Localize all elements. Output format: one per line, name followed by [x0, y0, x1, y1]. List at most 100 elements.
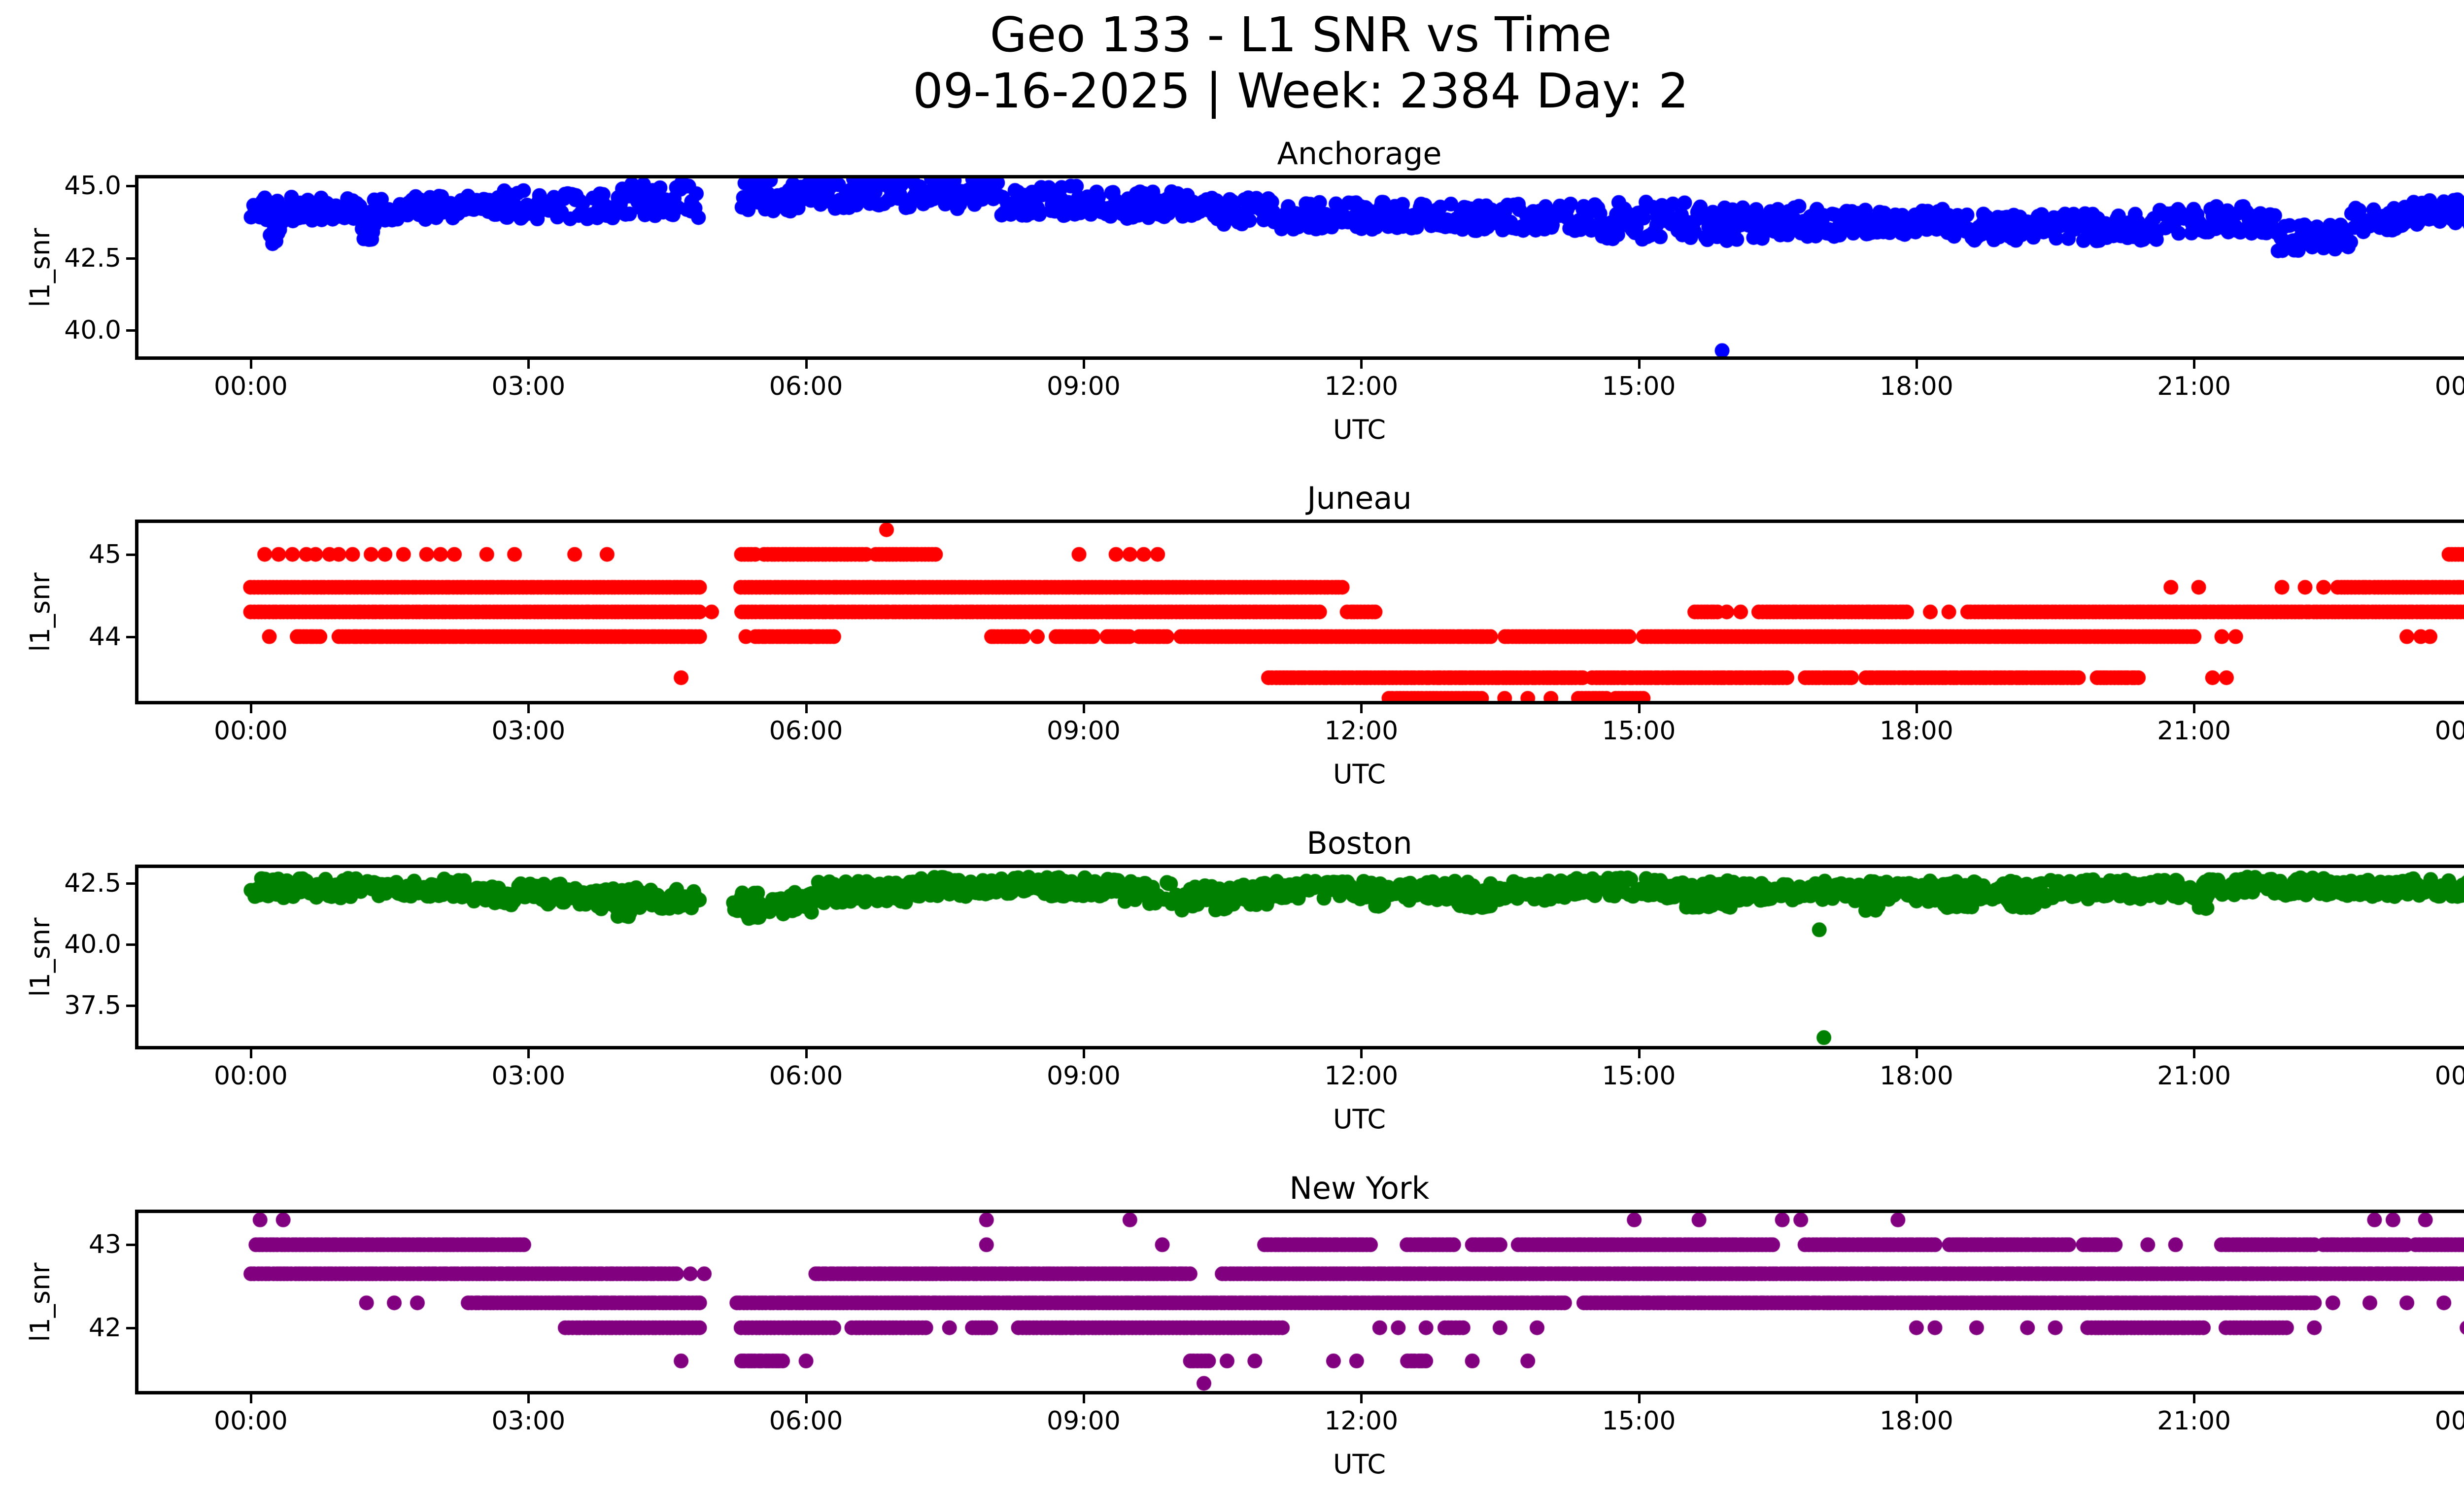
figure-title-line1: Geo 133 - L1 SNR vs Time — [990, 7, 1612, 63]
boston-xtick-label: 15:00 — [1602, 1061, 1676, 1091]
anchorage-xtick-label: 06:00 — [769, 372, 843, 401]
new-york-ytick-label: 43 — [88, 1230, 121, 1260]
boston-xtick-mark — [527, 1049, 530, 1058]
figure-title-line2: 09-16-2025 | Week: 2384 Day: 2 — [913, 63, 1689, 119]
anchorage-ytick-mark — [126, 185, 135, 188]
juneau-xtick-mark — [1638, 704, 1641, 713]
boston-xtick-mark — [1082, 1049, 1085, 1058]
juneau-xtick-mark — [1082, 704, 1085, 713]
boston-xtick-mark — [1638, 1049, 1641, 1058]
juneau-xtick-label: 03:00 — [491, 716, 566, 746]
anchorage-xtick-label: 21:00 — [2157, 372, 2231, 401]
boston-ytick-mark — [126, 1005, 135, 1008]
anchorage-xtick-label: 03:00 — [491, 372, 566, 401]
new-york-xtick-label: 00:00 — [214, 1406, 288, 1436]
new-york-xtick-label: 18:00 — [1879, 1406, 1953, 1436]
boston-ytick-label: 37.5 — [64, 991, 121, 1021]
subplot-title-juneau: Juneau — [1307, 480, 1412, 516]
anchorage-ytick-label: 42.5 — [64, 243, 121, 273]
juneau-xtick-mark — [249, 704, 252, 713]
new-york-xtick-label: 06:00 — [769, 1406, 843, 1436]
new-york-xtick-mark — [1082, 1394, 1085, 1403]
new-york-xtick-label: 09:00 — [1046, 1406, 1121, 1436]
juneau-plot-canvas — [137, 522, 2464, 702]
juneau-ytick-label: 45 — [88, 539, 121, 569]
juneau-xtick-label: 12:00 — [1324, 716, 1399, 746]
boston-xtick-mark — [2193, 1049, 2196, 1058]
anchorage-ytick-mark — [126, 329, 135, 332]
boston-xtick-mark — [1360, 1049, 1363, 1058]
new-york-xtick-mark — [249, 1394, 252, 1403]
juneau-xtick-mark — [1915, 704, 1918, 713]
boston-xtick-label: 00:00 — [214, 1061, 288, 1091]
anchorage-xtick-mark — [1082, 360, 1085, 369]
anchorage-xtick-label: 12:00 — [1324, 372, 1399, 401]
new-york-xtick-label: 00:00 — [2434, 1406, 2464, 1436]
boston-xtick-label: 03:00 — [491, 1061, 566, 1091]
anchorage-xtick-mark — [1360, 360, 1363, 369]
anchorage-xtick-label: 00:00 — [214, 372, 288, 401]
anchorage-ytick-label: 40.0 — [64, 315, 121, 346]
new-york-xtick-mark — [527, 1394, 530, 1403]
anchorage-xtick-mark — [1638, 360, 1641, 369]
anchorage-xtick-mark — [527, 360, 530, 369]
anchorage-ytick-label: 45.0 — [64, 171, 121, 201]
boston-ytick-label: 40.0 — [64, 930, 121, 960]
juneau-xtick-label: 18:00 — [1879, 716, 1953, 746]
boston-xaxis-label: UTC — [1333, 1104, 1386, 1135]
anchorage-xtick-mark — [805, 360, 808, 369]
anchorage-xtick-mark — [1915, 360, 1918, 369]
new-york-yaxis-label: l1_snr — [25, 1262, 56, 1342]
boston-ytick-label: 42.5 — [64, 868, 121, 898]
anchorage-xtick-mark — [249, 360, 252, 369]
juneau-yaxis-label: l1_snr — [25, 572, 56, 652]
boston-yaxis-label: l1_snr — [25, 917, 56, 997]
new-york-xtick-mark — [805, 1394, 808, 1403]
juneau-xtick-mark — [1360, 704, 1363, 713]
juneau-xtick-mark — [527, 704, 530, 713]
new-york-xtick-label: 03:00 — [491, 1406, 566, 1436]
boston-xtick-label: 09:00 — [1046, 1061, 1121, 1091]
boston-xtick-mark — [249, 1049, 252, 1058]
new-york-ytick-mark — [126, 1244, 135, 1247]
juneau-ytick-label: 44 — [88, 622, 121, 652]
new-york-ytick-mark — [126, 1326, 135, 1329]
juneau-xtick-label: 21:00 — [2157, 716, 2231, 746]
new-york-xaxis-label: UTC — [1333, 1449, 1386, 1480]
new-york-xtick-mark — [1360, 1394, 1363, 1403]
anchorage-xtick-label: 18:00 — [1879, 372, 1953, 401]
anchorage-yaxis-label: l1_snr — [25, 228, 56, 307]
anchorage-xtick-label: 00:00 — [2434, 372, 2464, 401]
juneau-xtick-label: 15:00 — [1602, 716, 1676, 746]
new-york-xtick-label: 21:00 — [2157, 1406, 2231, 1436]
boston-xtick-label: 18:00 — [1879, 1061, 1953, 1091]
new-york-xtick-mark — [2193, 1394, 2196, 1403]
boston-ytick-mark — [126, 882, 135, 885]
boston-xtick-mark — [805, 1049, 808, 1058]
new-york-xtick-label: 15:00 — [1602, 1406, 1676, 1436]
new-york-xtick-label: 12:00 — [1324, 1406, 1399, 1436]
subplot-title-anchorage: Anchorage — [1277, 136, 1442, 172]
anchorage-xaxis-label: UTC — [1333, 414, 1386, 445]
boston-xtick-label: 06:00 — [769, 1061, 843, 1091]
boston-xtick-label: 12:00 — [1324, 1061, 1399, 1091]
anchorage-ytick-mark — [126, 257, 135, 260]
subplot-title-boston: Boston — [1306, 825, 1412, 861]
anchorage-xtick-label: 09:00 — [1046, 372, 1121, 401]
juneau-xtick-mark — [2193, 704, 2196, 713]
anchorage-plot-canvas — [137, 177, 2464, 358]
juneau-xaxis-label: UTC — [1333, 759, 1386, 790]
boston-xtick-label: 00:00 — [2434, 1061, 2464, 1091]
boston-ytick-mark — [126, 943, 135, 946]
juneau-ytick-mark — [126, 635, 135, 638]
juneau-xtick-label: 00:00 — [214, 716, 288, 746]
juneau-xtick-mark — [805, 704, 808, 713]
boston-xtick-label: 21:00 — [2157, 1061, 2231, 1091]
juneau-ytick-mark — [126, 553, 135, 556]
juneau-xtick-label: 06:00 — [769, 716, 843, 746]
subplot-title-new-york: New York — [1289, 1170, 1430, 1206]
anchorage-xtick-label: 15:00 — [1602, 372, 1676, 401]
figure-title: Geo 133 - L1 SNR vs Time 09-16-2025 | We… — [0, 7, 2464, 119]
juneau-xtick-label: 00:00 — [2434, 716, 2464, 746]
